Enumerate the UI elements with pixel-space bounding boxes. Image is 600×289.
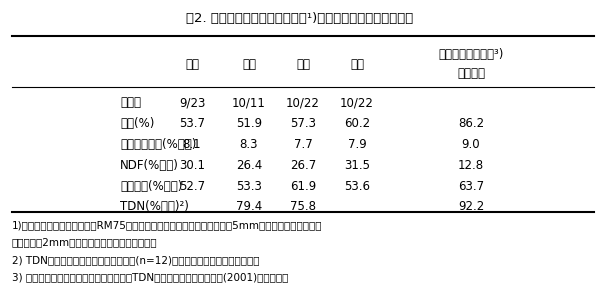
Text: 清水: 清水 — [296, 58, 310, 71]
Text: 圧片とうもろこし³): 圧片とうもろこし³) — [439, 49, 503, 61]
Text: 音更: 音更 — [242, 58, 256, 71]
Text: 51.9: 51.9 — [236, 117, 262, 130]
Text: 9/23: 9/23 — [179, 96, 205, 109]
Text: 表2. 十勝・道央地方で機械収穫¹)したイアコーンの飼料成分: 表2. 十勝・道央地方で機械収穫¹)したイアコーンの飼料成分 — [187, 12, 413, 25]
Text: 7.7: 7.7 — [293, 138, 313, 151]
Text: 粗タンパク質(%乾物): 粗タンパク質(%乾物) — [120, 138, 196, 151]
Text: TDN(%乾物)²): TDN(%乾物)²) — [120, 201, 189, 213]
Text: 53.6: 53.6 — [344, 180, 370, 192]
Text: ロール間隔2mmとして黄熟後期〜完熟期に収穫: ロール間隔2mmとして黄熟後期〜完熟期に収穫 — [12, 237, 158, 247]
Text: 2) TDNはサイレージとして去勢ヒツジ(n=12)に給与し、全糞採取法で測定。: 2) TDNはサイレージとして去勢ヒツジ(n=12)に給与し、全糞採取法で測定。 — [12, 255, 260, 265]
Text: 86.2: 86.2 — [458, 117, 484, 130]
Text: 52.7: 52.7 — [179, 180, 205, 192]
Text: 63.7: 63.7 — [458, 180, 484, 192]
Text: 帯広: 帯広 — [350, 58, 364, 71]
Text: 61.9: 61.9 — [290, 180, 316, 192]
Text: 53.7: 53.7 — [179, 117, 205, 130]
Text: 12.8: 12.8 — [458, 159, 484, 172]
Text: 60.2: 60.2 — [344, 117, 370, 130]
Text: 92.2: 92.2 — [458, 201, 484, 213]
Text: 10/22: 10/22 — [340, 96, 374, 109]
Text: 26.7: 26.7 — [290, 159, 316, 172]
Text: 26.4: 26.4 — [236, 159, 262, 172]
Text: 7.9: 7.9 — [347, 138, 367, 151]
Text: 57.3: 57.3 — [290, 117, 316, 130]
Text: 8.3: 8.3 — [240, 138, 258, 151]
Text: （参考）: （参考） — [457, 67, 485, 80]
Text: 53.3: 53.3 — [236, 180, 262, 192]
Text: 10/11: 10/11 — [232, 96, 266, 109]
Text: 8.1: 8.1 — [182, 138, 202, 151]
Text: 美瑛: 美瑛 — [185, 58, 199, 71]
Text: 乾物(%): 乾物(%) — [120, 117, 154, 130]
Text: 1)いずれの地域も供試品種はRM75日型品種を供し、ハーベスタの切断長5mm、コーンクラッシャの: 1)いずれの地域も供試品種はRM75日型品種を供し、ハーベスタの切断長5mm、コ… — [12, 221, 323, 230]
Text: 79.4: 79.4 — [236, 201, 262, 213]
Text: NDF(%乾物): NDF(%乾物) — [120, 159, 179, 172]
Text: デンプン(%乾物): デンプン(%乾物) — [120, 180, 182, 192]
Text: 31.5: 31.5 — [344, 159, 370, 172]
Text: 収穫日: 収穫日 — [120, 96, 141, 109]
Text: 30.1: 30.1 — [179, 159, 205, 172]
Text: 3) 圧片とうもろこしは市販品の分析値。TDN値は日本資料標準成分表(2001)より抜粋。: 3) 圧片とうもろこしは市販品の分析値。TDN値は日本資料標準成分表(2001)… — [12, 273, 289, 282]
Text: 10/22: 10/22 — [286, 96, 320, 109]
Text: 75.8: 75.8 — [290, 201, 316, 213]
Text: 9.0: 9.0 — [461, 138, 481, 151]
